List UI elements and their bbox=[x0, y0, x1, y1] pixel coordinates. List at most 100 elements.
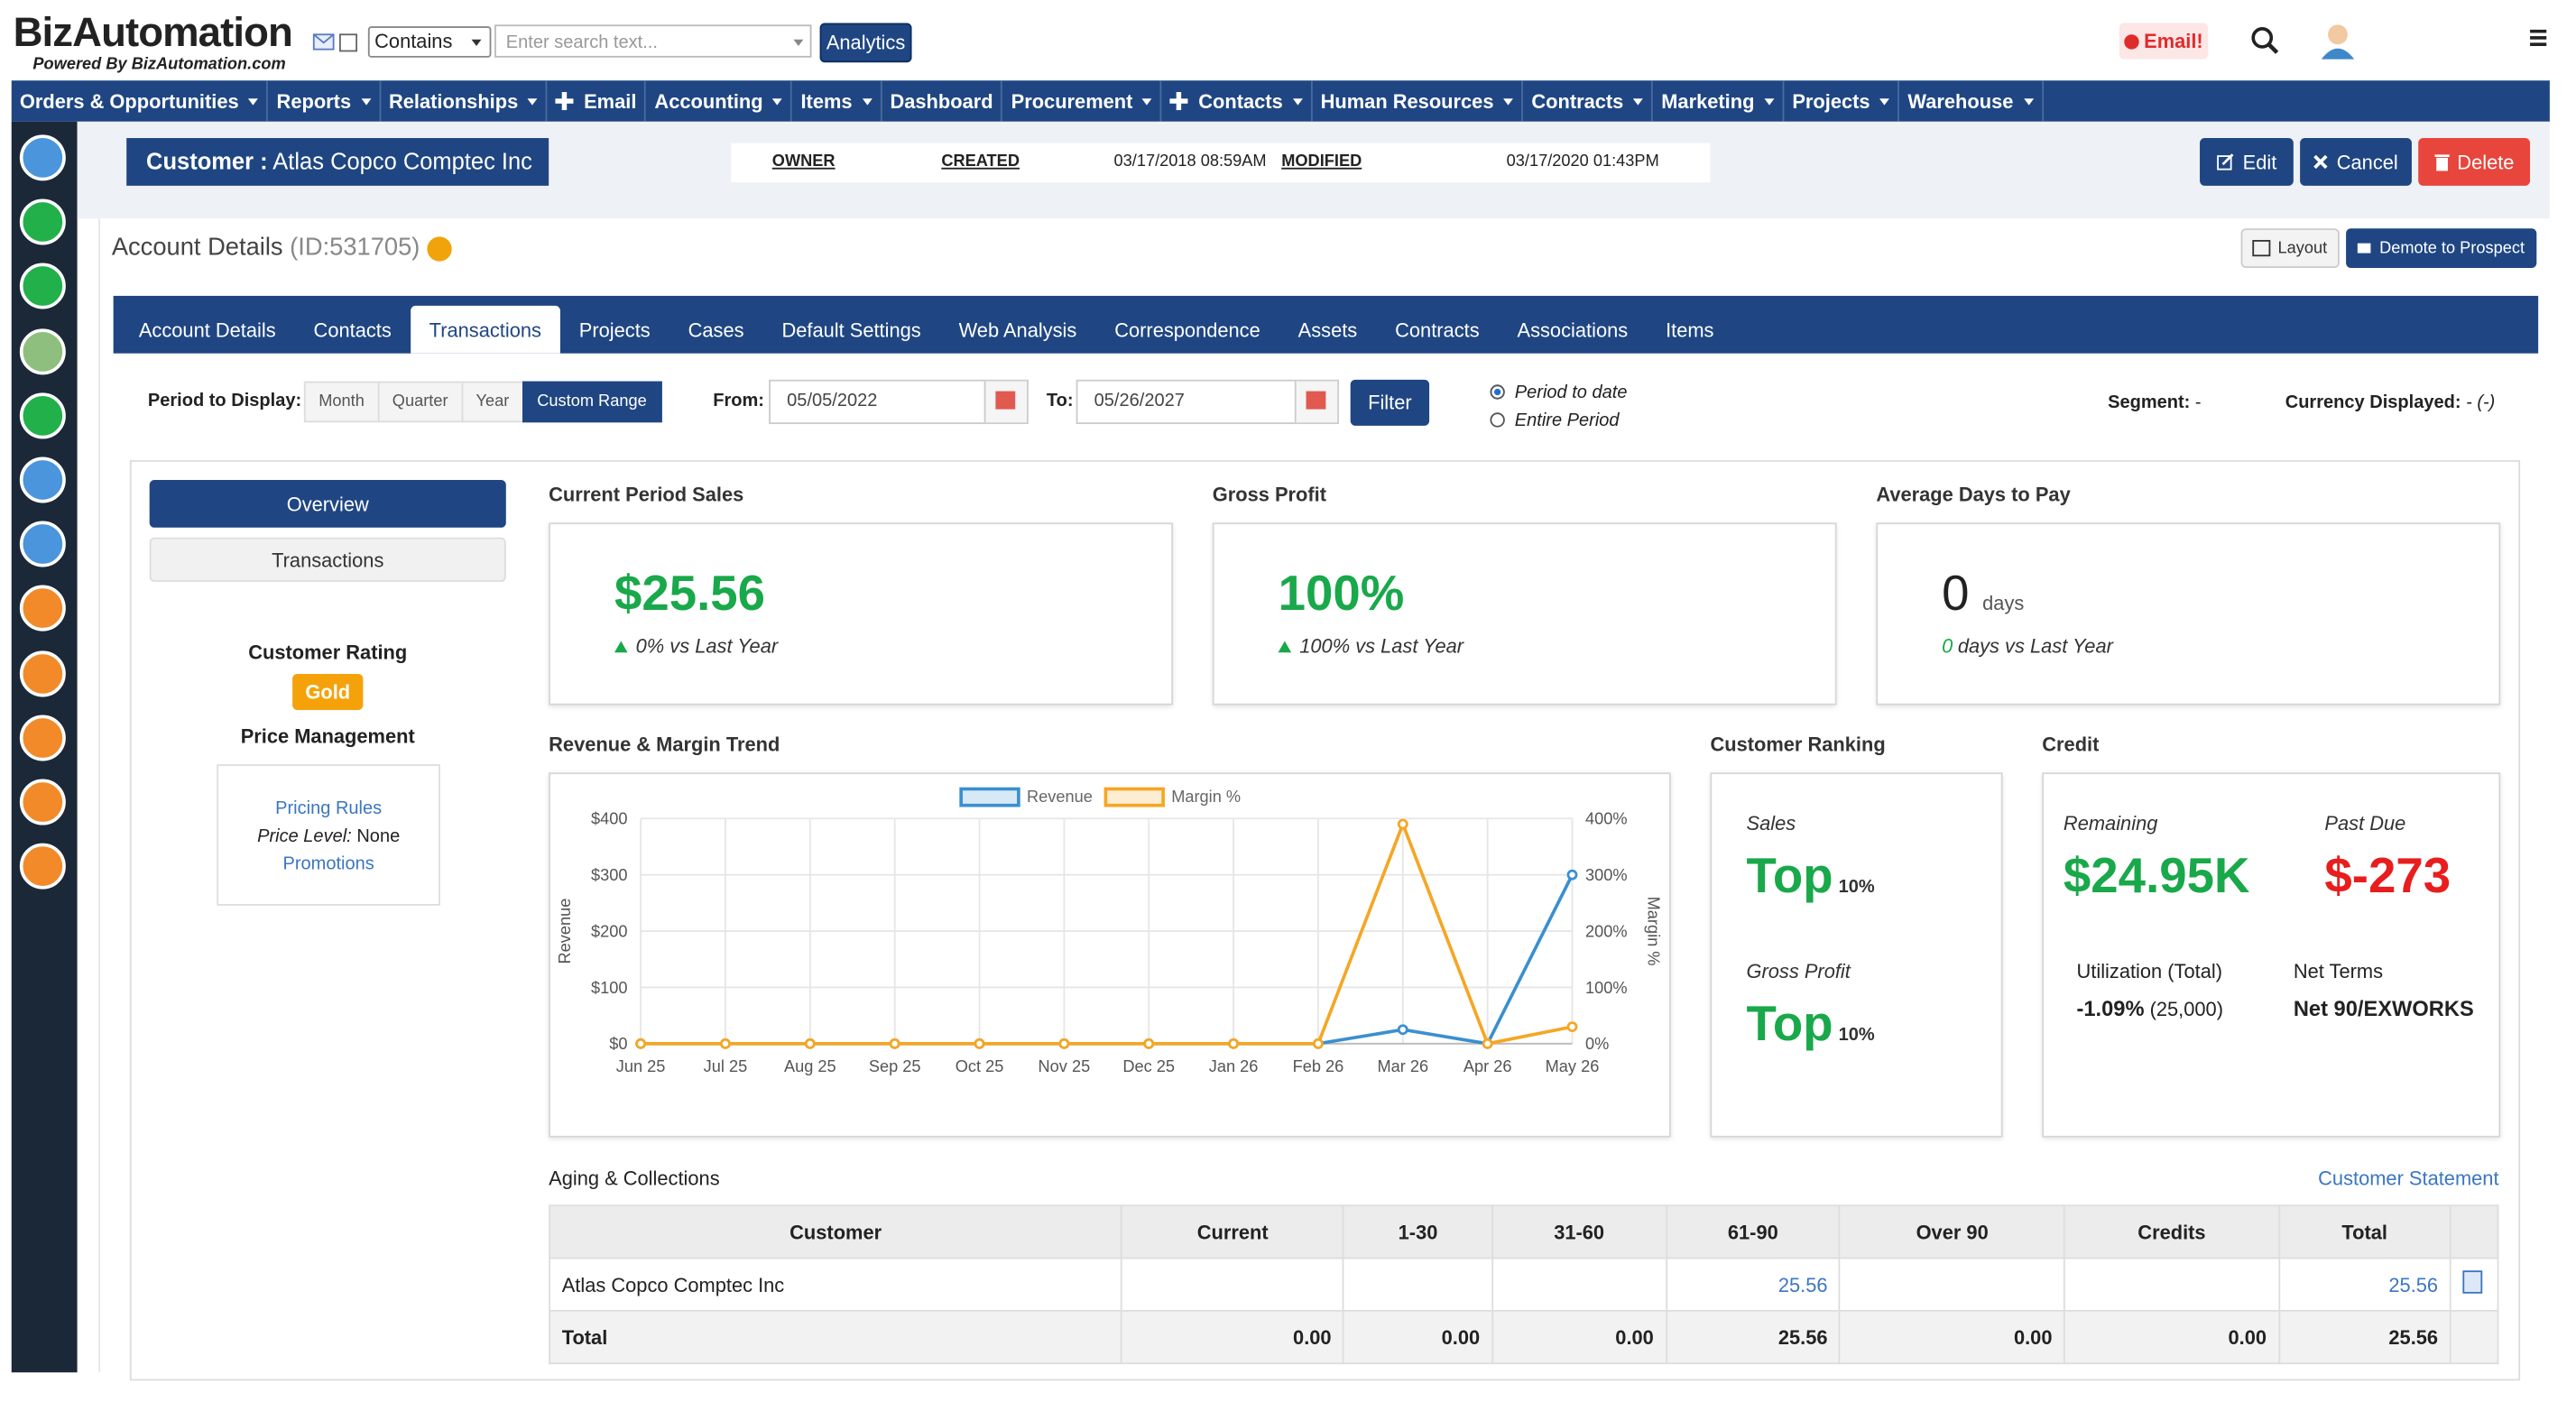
period-button[interactable]: Month bbox=[303, 381, 380, 423]
menu-icon[interactable] bbox=[2530, 29, 2550, 50]
period-button[interactable]: Quarter bbox=[377, 381, 463, 423]
nav-item[interactable]: Projects bbox=[1784, 80, 1900, 122]
nav-item[interactable]: Accounting bbox=[646, 80, 793, 122]
radio bbox=[1490, 412, 1505, 428]
nav-item[interactable]: Procurement bbox=[1003, 80, 1163, 122]
promotions[interactable]: Promotions bbox=[282, 854, 374, 875]
sidebar-icon[interactable] bbox=[19, 327, 66, 374]
sidebar-icon[interactable] bbox=[19, 198, 66, 245]
nav-item[interactable]: Contracts bbox=[1523, 80, 1654, 122]
nav-item[interactable]: Contacts bbox=[1162, 80, 1313, 122]
sidebar-icon[interactable] bbox=[19, 650, 66, 696]
owner-label[interactable]: OWNER bbox=[771, 152, 836, 171]
delete-button[interactable]: Delete bbox=[2418, 138, 2531, 186]
radio-option[interactable]: Entire Period bbox=[1490, 406, 1627, 434]
analytics-button[interactable]: Analytics bbox=[819, 23, 912, 63]
search-input[interactable]: Enter search text... bbox=[494, 24, 812, 58]
terms: Net 90/EXWORKS bbox=[2293, 996, 2474, 1021]
ranking-card: Sales Top 10% Gross Profit Top 10% bbox=[1710, 772, 2003, 1138]
period-button[interactable]: Year bbox=[461, 381, 524, 423]
from-input[interactable]: 05/05/2022 bbox=[769, 379, 1029, 425]
segment: Segment: - bbox=[2108, 392, 2202, 412]
tab[interactable]: Associations bbox=[1517, 318, 1629, 342]
edit-button[interactable]: Edit bbox=[2200, 138, 2294, 186]
y2-tick-label: 200% bbox=[1585, 922, 1628, 940]
nav-item[interactable]: Marketing bbox=[1653, 80, 1785, 122]
sidebar bbox=[11, 121, 78, 1373]
nav-item[interactable]: Dashboard bbox=[882, 80, 1003, 122]
transactions-button[interactable]: Transactions bbox=[149, 537, 506, 582]
kpi-number: 0 bbox=[1942, 567, 1970, 622]
email-badge[interactable]: Email! bbox=[2119, 23, 2209, 60]
tab[interactable]: Account Details bbox=[138, 318, 276, 342]
nav-item[interactable]: Orders & Opportunities bbox=[12, 80, 269, 122]
nav-item[interactable]: Reports bbox=[268, 80, 381, 122]
tab[interactable]: Web Analysis bbox=[958, 318, 1077, 342]
series-line bbox=[641, 819, 1573, 1046]
data-point bbox=[974, 1038, 985, 1049]
sidebar-icon[interactable] bbox=[19, 843, 66, 890]
tab[interactable]: Contracts bbox=[1395, 318, 1480, 342]
up-arrow bbox=[1278, 641, 1292, 653]
demote-button[interactable]: Demote to Prospect bbox=[2346, 228, 2537, 268]
statement-icon[interactable] bbox=[2462, 1270, 2483, 1294]
cell: 0.00 bbox=[2064, 1309, 2280, 1365]
x-tick-label: Mar 26 bbox=[1377, 1057, 1428, 1075]
aging-title: Aging & Collections bbox=[549, 1167, 720, 1190]
currency: Currency Displayed: - (-) bbox=[2285, 392, 2496, 412]
tab[interactable]: Assets bbox=[1297, 318, 1358, 342]
period-button[interactable]: Custom Range bbox=[522, 381, 662, 423]
calendar-button[interactable] bbox=[983, 381, 1027, 423]
nav-item[interactable]: Warehouse bbox=[1899, 80, 2044, 122]
to-input[interactable]: 05/26/2027 bbox=[1076, 379, 1339, 425]
nav-item[interactable]: Email bbox=[548, 80, 647, 122]
currency-label: Currency Displayed: bbox=[2285, 392, 2461, 413]
calendar-button[interactable] bbox=[1294, 381, 1338, 423]
modified-at: 03/17/2020 01:43PM bbox=[1506, 152, 1659, 171]
tab[interactable]: Projects bbox=[578, 318, 651, 342]
cell bbox=[1839, 1257, 2066, 1312]
overview-button[interactable]: Overview bbox=[149, 479, 506, 528]
caret bbox=[862, 97, 873, 105]
search-mode[interactable]: Contains bbox=[367, 26, 492, 58]
search-icon[interactable] bbox=[2250, 26, 2280, 56]
cell-text[interactable]: 25.56 bbox=[2388, 1272, 2439, 1296]
remaining: $24.95K bbox=[2063, 849, 2250, 904]
sidebar-icon[interactable] bbox=[19, 263, 66, 310]
cell bbox=[1491, 1257, 1667, 1312]
sidebar-icon[interactable] bbox=[19, 521, 66, 567]
created-label[interactable]: CREATED bbox=[941, 152, 1020, 171]
cell-text[interactable]: 25.56 bbox=[1777, 1272, 1828, 1296]
nav-item[interactable]: Items bbox=[792, 80, 882, 122]
filter-button[interactable]: Filter bbox=[1350, 379, 1430, 426]
caret bbox=[1292, 97, 1303, 105]
gp-rank-text: Top bbox=[1746, 997, 1833, 1052]
radio-option[interactable]: Period to date bbox=[1490, 378, 1628, 406]
help-icon[interactable] bbox=[427, 235, 452, 261]
sidebar-icon[interactable] bbox=[19, 457, 66, 503]
sidebar-icon[interactable] bbox=[19, 392, 66, 439]
past-due: $-273 bbox=[2324, 849, 2451, 904]
cancel-button[interactable]: Cancel bbox=[2300, 138, 2412, 186]
sales-pct: 10% bbox=[1838, 877, 1875, 898]
sidebar-icon[interactable] bbox=[19, 715, 66, 761]
sidebar-icon[interactable] bbox=[19, 134, 66, 181]
delete-icon bbox=[2433, 153, 2450, 171]
sidebar-icon[interactable] bbox=[19, 586, 66, 632]
tab[interactable]: Default Settings bbox=[781, 318, 921, 342]
nav-item[interactable]: Relationships bbox=[381, 80, 549, 122]
tab[interactable]: Transactions bbox=[410, 305, 560, 354]
tab[interactable]: Correspondence bbox=[1114, 318, 1260, 342]
sidebar-icon[interactable] bbox=[19, 779, 66, 826]
tab[interactable]: Items bbox=[1666, 318, 1714, 342]
nav-item[interactable]: Human Resources bbox=[1313, 80, 1524, 122]
period-group: Month Quarter Year Custom Range bbox=[303, 381, 662, 423]
avatar[interactable] bbox=[2320, 22, 2356, 61]
modified-label[interactable]: MODIFIED bbox=[1281, 152, 1362, 171]
statement-link[interactable]: Customer Statement bbox=[2318, 1167, 2499, 1190]
layout-button[interactable]: Layout bbox=[2240, 228, 2340, 268]
tab[interactable]: Contacts bbox=[313, 318, 392, 342]
pricing-rules[interactable]: Pricing Rules bbox=[275, 798, 383, 819]
tab[interactable]: Cases bbox=[688, 318, 744, 342]
gp-pct: 10% bbox=[1838, 1025, 1875, 1046]
